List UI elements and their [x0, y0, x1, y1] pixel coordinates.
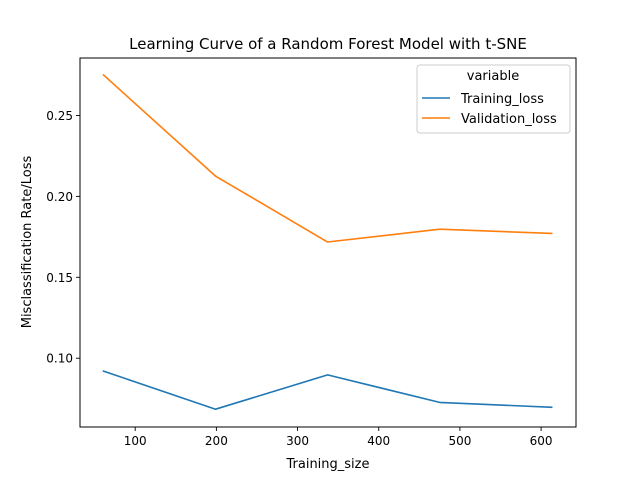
x-tick-label: 300 [286, 434, 309, 448]
x-tick-label: 100 [124, 434, 147, 448]
x-tick-label: 500 [448, 434, 471, 448]
x-tick-label: 400 [367, 434, 390, 448]
legend-title: variable [467, 69, 519, 84]
legend-entry-label: Training_loss [460, 92, 544, 107]
y-tick-label: 0.15 [46, 271, 73, 285]
y-tick-label: 0.10 [46, 352, 73, 366]
series-line-validation-loss [102, 73, 553, 243]
x-tick-label: 600 [530, 434, 553, 448]
plot-area-frame [79, 57, 577, 428]
legend-box [416, 64, 571, 134]
chart-title: Learning Curve of a Random Forest Model … [129, 35, 527, 53]
y-tick-label: 0.20 [46, 190, 73, 204]
legend-entry-label: Validation_loss [461, 112, 557, 127]
x-axis-label: Training_size [285, 457, 369, 472]
y-tick-label: 0.25 [46, 109, 73, 123]
series-line-training-loss [102, 370, 553, 411]
legend: variable Training_loss Validation_loss [416, 64, 571, 134]
y-axis-label: Misclassification Rate/Loss [20, 156, 35, 329]
x-tick-label: 200 [205, 434, 228, 448]
